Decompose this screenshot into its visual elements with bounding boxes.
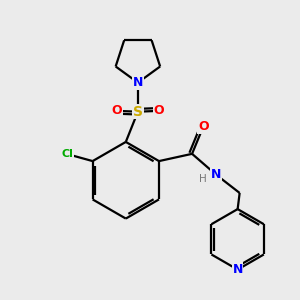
- Text: N: N: [211, 168, 221, 181]
- Text: H: H: [200, 174, 207, 184]
- Text: Cl: Cl: [62, 149, 74, 159]
- Text: O: O: [198, 120, 209, 133]
- Text: S: S: [133, 105, 143, 119]
- Text: O: O: [112, 104, 122, 117]
- Text: N: N: [133, 76, 143, 89]
- Text: O: O: [154, 104, 164, 117]
- Text: N: N: [232, 263, 243, 276]
